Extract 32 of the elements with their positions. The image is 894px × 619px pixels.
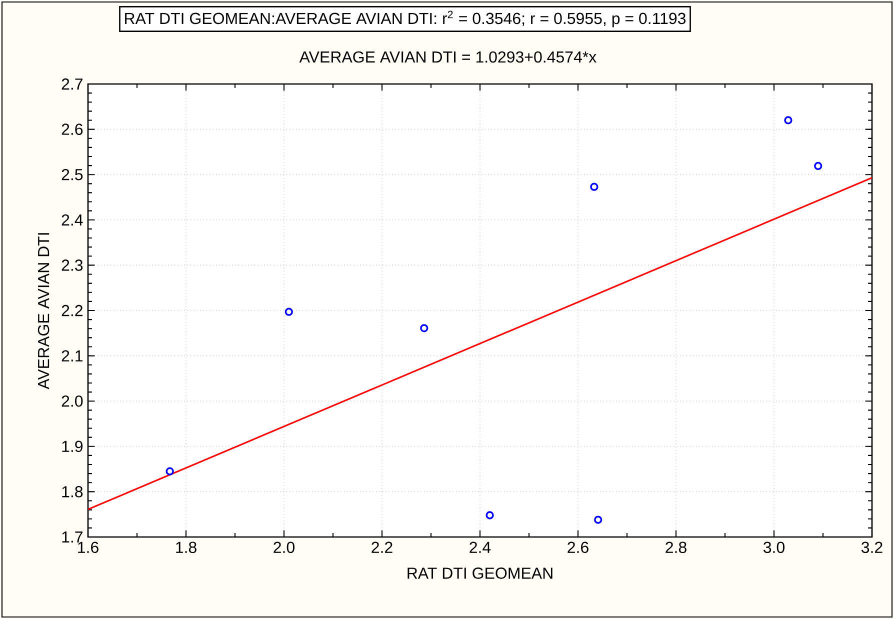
point [590,182,598,191]
y-tick-label: 2.0 [62,395,83,407]
x-tick-label: 1.8 [176,542,196,554]
y-tick-label: 1.9 [62,440,83,452]
y-tick-label: 2.1 [62,350,83,362]
x-axis-title: RAT DTI GEOMEAN [408,568,552,579]
x-tick-label: 2.8 [666,542,686,554]
point [486,511,494,520]
y-tick-label: 2.4 [62,214,83,226]
point [814,162,822,170]
y-tick-label: 2.7 [62,78,82,90]
y-axis-title: AVERAGE AVIAN DTI [38,233,50,390]
y-tick-label: 2.5 [62,168,83,180]
point [784,116,792,124]
y-tick-label: 2.6 [62,124,83,135]
y-tick-label: 2.2 [62,304,82,316]
chart-title: RAT DTI GEOMEAN:AVERAGE AVIAN DTI: r$^{2}$ = 0.3546; r = 0.5955, p = 0.1193 [125,10,686,28]
x-tick-label: 2.6 [568,542,588,554]
chart-subtitle: AVERAGE AVIAN DTI = 1.0293+0.4574*x [299,51,596,63]
x-tick-label: 2.4 [470,542,491,553]
x-tick-label: 3.2 [861,542,882,554]
x-tick-label: 2.0 [274,542,295,554]
x-tick-label: 2.2 [372,542,392,553]
y-tick-label: 2.3 [62,260,83,271]
point [594,516,602,524]
y-tick-label: 1.7 [62,532,82,543]
point [166,467,174,476]
y-tick-label: 1.8 [62,486,83,498]
point [420,324,428,332]
x-tick-label: 1.6 [78,542,98,554]
x-tick-label: 3.0 [763,542,785,554]
point [284,308,293,316]
